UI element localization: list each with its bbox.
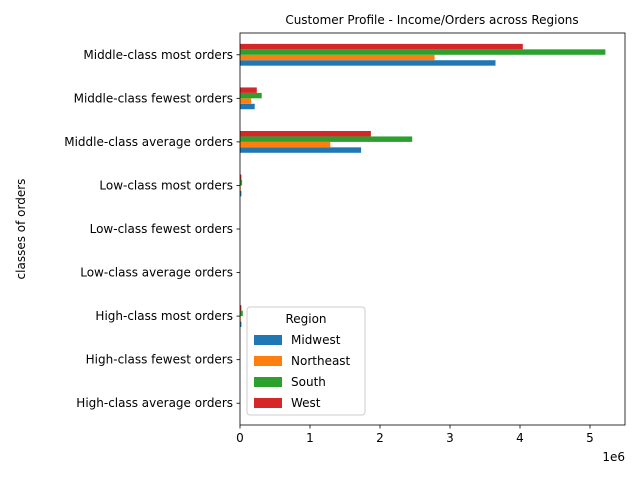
y-tick-label: Middle-class fewest orders bbox=[74, 91, 233, 105]
bar-midwest-7 bbox=[240, 103, 255, 110]
y-tick-label: Low-class fewest orders bbox=[90, 222, 233, 236]
legend-label-midwest: Midwest bbox=[291, 333, 341, 347]
x-tick-label: 0 bbox=[236, 431, 244, 445]
legend-swatch-south bbox=[254, 377, 282, 387]
bar-south-6 bbox=[240, 136, 413, 142]
bar-midwest-5 bbox=[240, 190, 242, 197]
bars-group bbox=[240, 43, 606, 327]
bar-west-2 bbox=[240, 305, 242, 311]
bar-northeast-8 bbox=[240, 54, 435, 61]
x-tick-label: 4 bbox=[516, 431, 524, 445]
bar-west-5 bbox=[240, 174, 242, 180]
x-tick-label: 5 bbox=[586, 431, 594, 445]
legend-swatch-midwest bbox=[254, 335, 282, 345]
y-tick-label: Middle-class average orders bbox=[64, 135, 233, 149]
bar-northeast-6 bbox=[240, 141, 331, 148]
legend-label-south: South bbox=[291, 375, 326, 389]
y-tick-label: Low-class average orders bbox=[80, 266, 233, 280]
legend-swatch-northeast bbox=[254, 356, 282, 366]
legend-title: Region bbox=[285, 312, 326, 326]
y-tick-label: High-class average orders bbox=[76, 396, 233, 410]
y-tick-label: Low-class most orders bbox=[99, 178, 233, 192]
legend-box bbox=[246, 306, 366, 416]
bar-west-7 bbox=[240, 87, 257, 93]
bar-south-2 bbox=[240, 310, 243, 317]
bar-midwest-8 bbox=[240, 60, 496, 66]
bar-south-8 bbox=[240, 49, 606, 55]
bar-south-7 bbox=[240, 92, 262, 99]
x-tick-label: 2 bbox=[376, 431, 384, 445]
x-axis-scale-label: 1e6 bbox=[602, 450, 625, 464]
x-tick-label: 1 bbox=[306, 431, 314, 445]
chart-title: Customer Profile - Income/Orders across … bbox=[285, 13, 578, 27]
y-axis-label: classes of orders bbox=[14, 179, 28, 280]
y-axis-ticks: High-class average orders High-class fewe… bbox=[64, 48, 240, 410]
plot-frame bbox=[239, 32, 626, 426]
legend-label-northeast: Northeast bbox=[291, 354, 351, 368]
bar-west-8 bbox=[240, 43, 523, 50]
bar-midwest-6 bbox=[240, 147, 362, 153]
y-tick-label: Middle-class most orders bbox=[83, 48, 233, 62]
bar-south-5 bbox=[240, 180, 243, 186]
legend: Region Midwest Northeast South West bbox=[246, 306, 366, 416]
y-tick-label: High-class fewest orders bbox=[86, 353, 233, 367]
x-axis-ticks: 0 1 2 3 4 5 bbox=[236, 425, 594, 445]
legend-label-west: West bbox=[291, 396, 321, 410]
bar-west-6 bbox=[240, 131, 371, 137]
y-tick-label: High-class most orders bbox=[95, 309, 233, 323]
legend-swatch-west bbox=[254, 398, 282, 408]
bar-northeast-7 bbox=[240, 98, 252, 104]
bar-midwest-2 bbox=[240, 321, 242, 327]
x-tick-label: 3 bbox=[446, 431, 454, 445]
